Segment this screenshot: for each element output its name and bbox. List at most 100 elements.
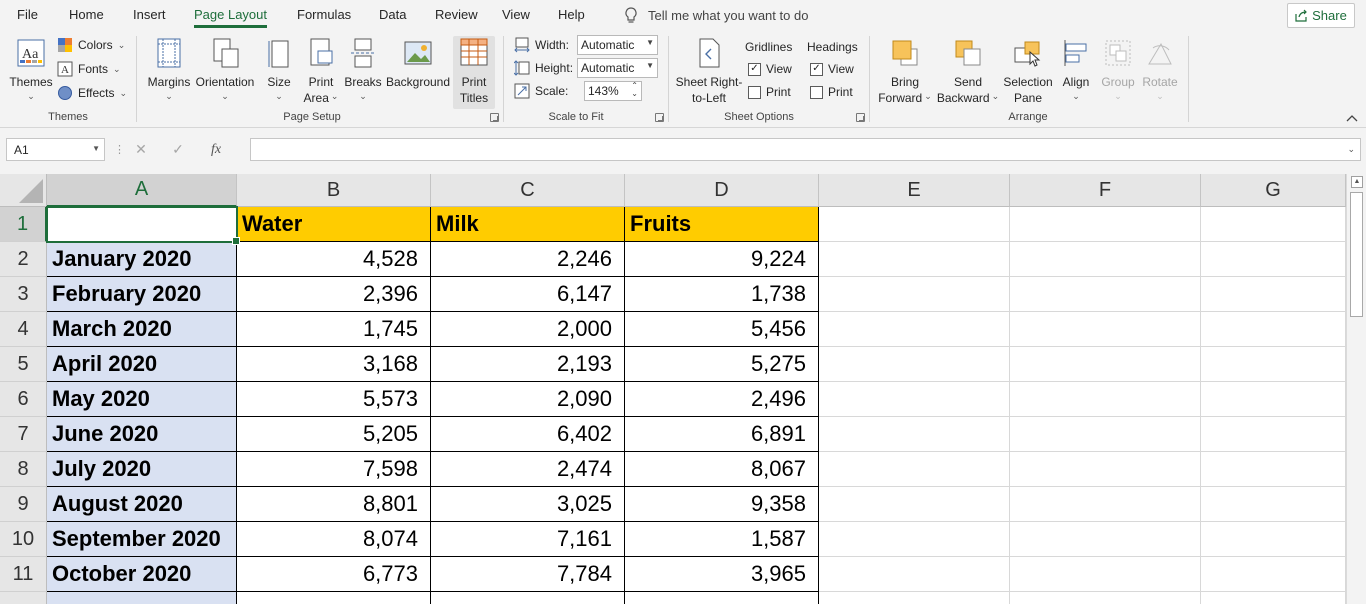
row-header[interactable]: 2 xyxy=(0,242,47,277)
cell-e1[interactable] xyxy=(819,207,1010,242)
cell-d11[interactable]: 3,965 xyxy=(625,557,819,592)
drag-handle-icon[interactable]: ⋮ xyxy=(114,144,125,156)
scale-to-fit-dialog-launcher[interactable] xyxy=(655,113,664,122)
cell-d3[interactable]: 1,738 xyxy=(625,277,819,312)
cell-a3[interactable]: February 2020 xyxy=(47,277,237,312)
print-area-button[interactable]: Print Area ⌄ xyxy=(302,36,340,106)
cell-f5[interactable] xyxy=(1010,347,1201,382)
column-header-f[interactable]: F xyxy=(1010,174,1201,207)
share-button[interactable]: Share xyxy=(1287,3,1355,28)
tab-review[interactable]: Review xyxy=(435,7,478,22)
cell-c12[interactable] xyxy=(431,592,625,604)
cell-d5[interactable]: 5,275 xyxy=(625,347,819,382)
cell-b12[interactable] xyxy=(237,592,431,604)
cell-e11[interactable] xyxy=(819,557,1010,592)
cell-f8[interactable] xyxy=(1010,452,1201,487)
row-header[interactable]: 1 xyxy=(0,207,47,242)
cell-f3[interactable] xyxy=(1010,277,1201,312)
cell-f9[interactable] xyxy=(1010,487,1201,522)
cell-g1[interactable] xyxy=(1201,207,1346,242)
cell-c5[interactable]: 2,193 xyxy=(431,347,625,382)
cell-c11[interactable]: 7,784 xyxy=(431,557,625,592)
tab-file[interactable]: File xyxy=(17,7,38,22)
cell-c3[interactable]: 6,147 xyxy=(431,277,625,312)
cell-g3[interactable] xyxy=(1201,277,1346,312)
cell-d9[interactable]: 9,358 xyxy=(625,487,819,522)
cell-e12[interactable] xyxy=(819,592,1010,604)
tab-view[interactable]: View xyxy=(502,7,530,22)
cancel-icon[interactable]: ✕ xyxy=(135,141,147,157)
spinner-arrows-icon[interactable]: ⌃ ⌄ xyxy=(631,81,638,98)
breaks-button[interactable]: Breaks ⌄ xyxy=(344,36,382,102)
column-header-e[interactable]: E xyxy=(819,174,1010,207)
cell-e10[interactable] xyxy=(819,522,1010,557)
cell-g4[interactable] xyxy=(1201,312,1346,347)
row-header[interactable]: 9 xyxy=(0,487,47,522)
cell-b11[interactable]: 6,773 xyxy=(237,557,431,592)
cell-f10[interactable] xyxy=(1010,522,1201,557)
row-header[interactable]: 5 xyxy=(0,347,47,382)
scale-spinner[interactable]: 143% ⌃ ⌄ xyxy=(584,81,642,101)
cell-a2[interactable]: January 2020 xyxy=(47,242,237,277)
cell-c10[interactable]: 7,161 xyxy=(431,522,625,557)
row-header[interactable]: 7 xyxy=(0,417,47,452)
cell-e2[interactable] xyxy=(819,242,1010,277)
fonts-button[interactable]: A Fonts ⌄ xyxy=(57,61,121,77)
cell-g12[interactable] xyxy=(1201,592,1346,604)
column-header-a[interactable]: A xyxy=(47,174,237,207)
gridlines-view-checkbox[interactable]: ✓ View xyxy=(748,62,792,76)
cell-g9[interactable] xyxy=(1201,487,1346,522)
margins-button[interactable]: Margins ⌄ xyxy=(146,36,192,102)
formula-input[interactable]: ⌄ xyxy=(250,138,1361,161)
cell-b4[interactable]: 1,745 xyxy=(237,312,431,347)
group-button[interactable]: Group ⌄ xyxy=(1099,36,1137,102)
sheet-options-dialog-launcher[interactable] xyxy=(856,113,865,122)
checkbox-empty-icon[interactable] xyxy=(748,85,761,99)
cell-c6[interactable]: 2,090 xyxy=(431,382,625,417)
cell-g5[interactable] xyxy=(1201,347,1346,382)
headings-print-checkbox[interactable]: Print xyxy=(810,85,853,99)
cell-c8[interactable]: 2,474 xyxy=(431,452,625,487)
print-titles-button[interactable]: Print Titles xyxy=(453,36,495,109)
column-header-c[interactable]: C xyxy=(431,174,625,207)
cell-d7[interactable]: 6,891 xyxy=(625,417,819,452)
gridlines-print-checkbox[interactable]: Print xyxy=(748,85,791,99)
tell-me-search[interactable]: Tell me what you want to do xyxy=(624,7,808,24)
cell-e7[interactable] xyxy=(819,417,1010,452)
cell-b10[interactable]: 8,074 xyxy=(237,522,431,557)
tab-help[interactable]: Help xyxy=(558,7,585,22)
tab-insert[interactable]: Insert xyxy=(133,7,166,22)
size-button[interactable]: Size ⌄ xyxy=(266,36,292,102)
collapse-ribbon-icon[interactable] xyxy=(1346,114,1358,122)
row-header[interactable]: 3 xyxy=(0,277,47,312)
effects-button[interactable]: Effects ⌄ xyxy=(57,85,127,101)
cell-f6[interactable] xyxy=(1010,382,1201,417)
cell-d2[interactable]: 9,224 xyxy=(625,242,819,277)
enter-check-icon[interactable]: ✓ xyxy=(172,141,184,157)
cell-c2[interactable]: 2,246 xyxy=(431,242,625,277)
bring-forward-button[interactable]: Bring Forward ⌄ xyxy=(876,36,934,106)
cell-d1[interactable]: Fruits xyxy=(625,207,819,242)
cell-a11[interactable]: October 2020 xyxy=(47,557,237,592)
row-header[interactable] xyxy=(0,592,47,604)
scroll-thumb[interactable] xyxy=(1350,192,1363,317)
cell-e3[interactable] xyxy=(819,277,1010,312)
cell-c1[interactable]: Milk xyxy=(431,207,625,242)
column-header-b[interactable]: B xyxy=(237,174,431,207)
cell-f7[interactable] xyxy=(1010,417,1201,452)
cell-g8[interactable] xyxy=(1201,452,1346,487)
cell-g10[interactable] xyxy=(1201,522,1346,557)
height-dropdown[interactable]: Automatic ▼ xyxy=(577,58,658,78)
cell-a9[interactable]: August 2020 xyxy=(47,487,237,522)
cell-g2[interactable] xyxy=(1201,242,1346,277)
cell-e5[interactable] xyxy=(819,347,1010,382)
cell-c7[interactable]: 6,402 xyxy=(431,417,625,452)
tab-formulas[interactable]: Formulas xyxy=(297,7,352,22)
cell-b5[interactable]: 3,168 xyxy=(237,347,431,382)
cell-b2[interactable]: 4,528 xyxy=(237,242,431,277)
orientation-button[interactable]: Orientation ⌄ xyxy=(195,36,255,102)
insert-function-icon[interactable]: fx xyxy=(210,141,222,157)
chevron-down-icon[interactable]: ⌄ xyxy=(1347,144,1355,154)
cell-e6[interactable] xyxy=(819,382,1010,417)
cell-g11[interactable] xyxy=(1201,557,1346,592)
